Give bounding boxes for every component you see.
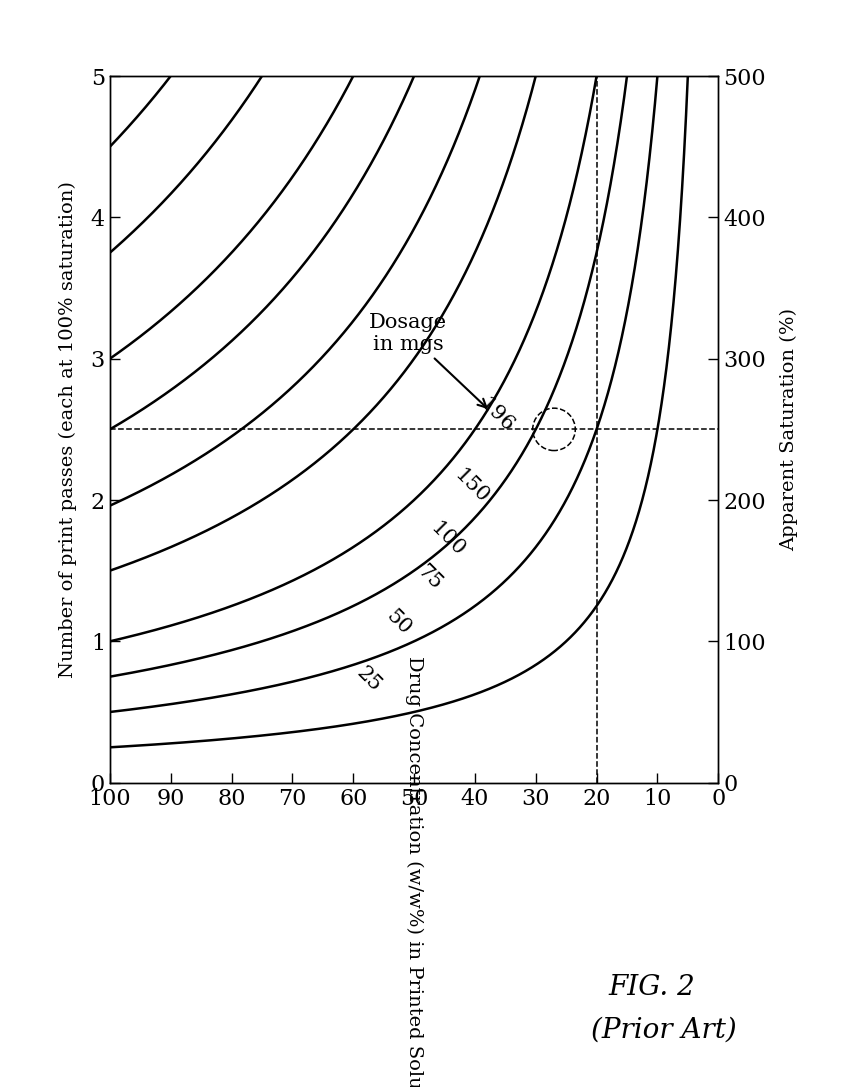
Text: 50: 50 <box>382 607 414 639</box>
Text: (Prior Art): (Prior Art) <box>591 1017 736 1045</box>
Text: 196: 196 <box>475 395 517 436</box>
Text: Dosage
in mgs: Dosage in mgs <box>369 313 486 408</box>
Text: FIG. 2: FIG. 2 <box>608 974 695 1001</box>
Text: 25: 25 <box>352 663 384 696</box>
Text: Drug Concentration (w/w%) in Printed Solution: Drug Concentration (w/w%) in Printed Sol… <box>404 655 423 1087</box>
Y-axis label: Apparent Saturation (%): Apparent Saturation (%) <box>779 308 797 551</box>
Text: 100: 100 <box>426 518 468 561</box>
Y-axis label: Number of print passes (each at 100% saturation): Number of print passes (each at 100% sat… <box>58 180 77 678</box>
Text: 150: 150 <box>451 465 492 507</box>
Text: 75: 75 <box>413 562 445 594</box>
